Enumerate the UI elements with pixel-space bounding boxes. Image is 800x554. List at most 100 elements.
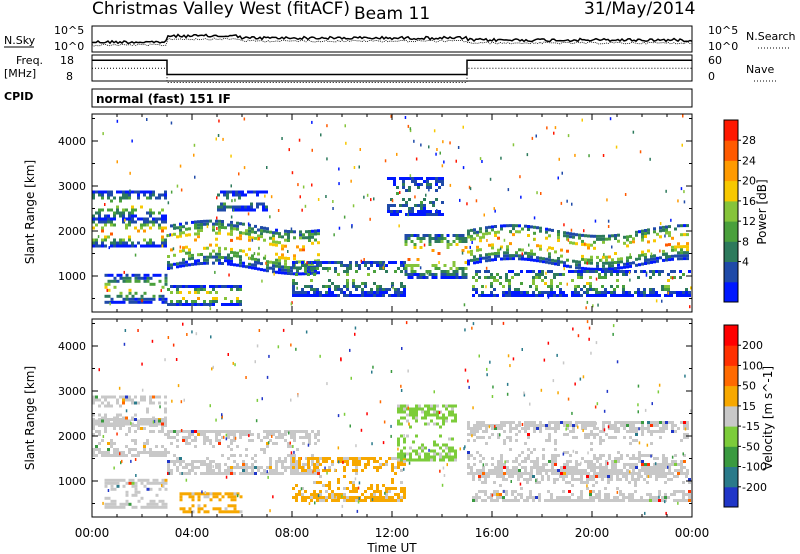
echo-cell [176,457,179,460]
echo-cell [224,259,227,263]
echo-cell [440,273,444,276]
echo-cell [428,243,432,246]
echo-cell [221,256,224,259]
echo-cell [164,282,168,286]
echo-cell [340,288,343,291]
echo-cell [640,496,643,499]
echo-cell [520,487,523,490]
echo-cell [92,398,95,402]
echo-cell [436,404,439,408]
noise-cell [396,152,398,156]
echo-cell [467,451,470,454]
echo-cell [101,422,104,426]
echo-cell [116,294,120,298]
echo-cell [188,303,191,306]
echo-cell [593,454,596,457]
noise-cell [121,459,123,463]
echo-cell [107,442,110,445]
noise-cell [436,209,438,213]
echo-cell [236,430,239,433]
echo-cell [541,270,544,273]
echo-cell [203,510,207,514]
echo-cell [670,291,673,294]
echo-cell [628,496,631,499]
echo-cell [446,276,450,279]
echo-cell [445,404,448,408]
echo-cell [313,496,316,499]
echo-cell [185,285,188,288]
echo-cell [638,457,641,460]
echo-cell [553,478,556,481]
noise-cell [384,159,387,163]
echo-cell [530,255,533,259]
echo-cell [497,472,500,475]
echo-cell [481,294,484,297]
echo-cell [569,424,572,427]
echo-cell [550,291,553,294]
echo-cell [614,237,617,240]
noise-cell [523,393,526,397]
echo-cell [587,466,590,469]
echo-cell [407,237,411,240]
nave-tick-top: 60 [708,54,722,67]
echo-cell [473,463,476,466]
echo-cell [566,469,569,472]
echo-cell [502,285,505,288]
echo-cell [92,448,95,451]
echo-cell [209,219,212,223]
noise-cell [677,199,679,203]
echo-cell [563,433,566,436]
echo-cell [217,193,220,197]
echo-cell [551,258,554,262]
y-tick-label: 3000 [58,385,86,398]
echo-cell [134,430,137,433]
echo-cell [599,442,602,445]
echo-cell [674,430,677,433]
colorbar-tick-label: 200 [742,339,763,352]
echo-cell [107,505,111,509]
noise-cell [183,398,185,402]
echo-cell [400,404,403,408]
echo-cell [107,214,110,218]
noise-cell [491,395,494,398]
echo-cell [634,291,637,294]
echo-cell [512,460,515,463]
echo-cell [284,469,287,472]
echo-cell [364,490,367,493]
echo-cell [170,233,173,237]
echo-cell [562,294,565,297]
echo-cell [107,481,111,485]
echo-cell [487,475,490,478]
noise-cell [459,198,461,202]
echo-cell [419,276,423,279]
freq-panel: Freq. [MHz] 18 8 60 0 Nave [4,54,778,83]
echo-cell [427,410,430,414]
echo-cell [596,267,599,271]
echo-cell [683,436,686,439]
noise-cell [654,462,657,466]
echo-cell [584,424,587,427]
echo-cell [490,276,493,279]
echo-cell [287,230,290,233]
echo-cell [644,253,647,256]
echo-cell [454,416,457,420]
echo-cell [494,427,497,430]
echo-cell [493,499,496,502]
echo-cell [191,220,194,224]
echo-cell [524,442,527,445]
echo-cell [470,228,473,232]
noise-cell [107,489,110,492]
echo-cell [98,211,101,215]
noise-cell [295,347,297,351]
noise-cell [528,243,530,247]
echo-cell [613,496,616,499]
echo-cell [334,267,337,270]
noise-right-tick-top: 10^5 [708,24,738,37]
echo-cell [520,496,523,499]
echo-cell [311,268,314,272]
echo-cell [539,430,542,433]
echo-cell [387,207,390,210]
echo-cell [373,291,376,294]
echo-cell [556,273,559,276]
echo-cell [544,499,547,502]
